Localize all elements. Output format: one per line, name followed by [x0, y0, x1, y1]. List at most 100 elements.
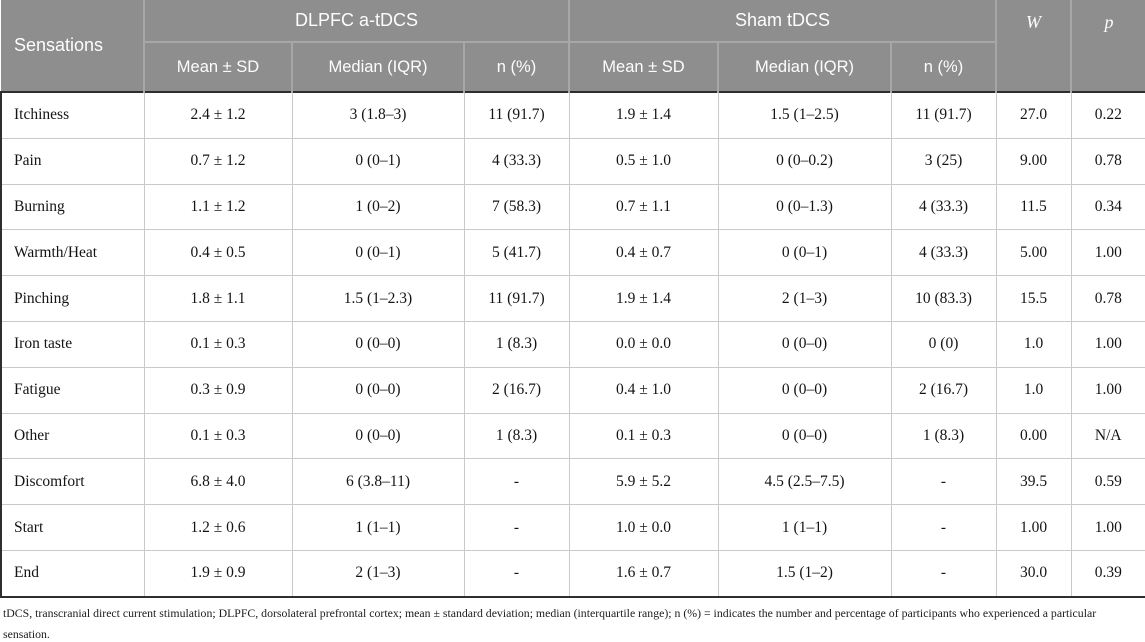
subheader-dlpfc-mean-sd: Mean ± SD — [143, 42, 292, 92]
group-header-sham-tdcs: Sham tDCS — [568, 0, 997, 43]
table-cell: 11 (91.7) — [463, 275, 570, 322]
subheader-sham-mean-sd: Mean ± SD — [568, 42, 719, 92]
subheader-dlpfc-median-iqr: Median (IQR) — [291, 42, 464, 92]
table-cell: 1.5 (1–2) — [717, 549, 892, 598]
table-cell: 0 (0–0) — [291, 320, 465, 368]
table-cell: 0 (0–0) — [717, 366, 892, 414]
table-cell: 0 (0–0.2) — [717, 137, 892, 185]
table-row: Pinching 1.8 ± 1.1 1.5 (1–2.3) 11 (91.7) 1.9… — [0, 275, 1145, 322]
table-cell: 0 (0–1.3) — [717, 183, 892, 231]
table-cell: - — [890, 458, 997, 506]
table-cell: 1.0 — [995, 320, 1072, 368]
subheader-sham-median-iqr: Median (IQR) — [717, 42, 892, 92]
table-row: Other 0.1 ± 0.3 0 (0–0) 1 (8.3) 0.1 ± 0.3 0 (… — [0, 412, 1145, 460]
table-cell: 0.59 — [1070, 458, 1145, 506]
table-cell: 0.78 — [1070, 137, 1145, 185]
column-header-p: p — [1070, 0, 1145, 92]
table-cell: 0.00 — [995, 412, 1072, 460]
table-footnote: tDCS, transcranial direct current stimul… — [3, 605, 1097, 641]
group-header-dlpfc-atdcs: DLPFC a-tDCS — [142, 0, 570, 43]
table-cell: 1.5 (1–2.5) — [717, 90, 892, 139]
table-cell: 7 (58.3) — [463, 183, 570, 231]
table-cell: 1.8 ± 1.1 — [143, 275, 293, 322]
table-cell: 2 (16.7) — [463, 366, 570, 414]
table-cell: 0.1 ± 0.3 — [143, 320, 293, 368]
table-cell: - — [890, 549, 997, 598]
table-cell: 1 (8.3) — [463, 412, 570, 460]
subheader-dlpfc-n-pct: n (%) — [462, 42, 570, 92]
table-cell: 0.1 ± 0.3 — [143, 412, 293, 460]
table-row: Warmth/Heat 0.4 ± 0.5 0 (0–1) 5 (41.7) 0.4 ±… — [0, 229, 1145, 277]
table-cell: 0.1 ± 0.3 — [568, 412, 719, 460]
table-cell: 0.4 ± 0.7 — [568, 229, 719, 277]
table-cell: 3 (1.8–3) — [291, 90, 465, 139]
table-cell: 39.5 — [995, 458, 1072, 506]
table-cell: 0.34 — [1070, 183, 1145, 231]
table-cell: 1.00 — [1070, 504, 1145, 551]
table-cell: 0 (0–0) — [717, 412, 892, 460]
table-cell: 2.4 ± 1.2 — [143, 90, 293, 139]
table-row: Discomfort 6.8 ± 4.0 6 (3.8–11) -5.9 ± 5.2 4… — [0, 458, 1145, 506]
table-cell: 27.0 — [995, 90, 1072, 139]
table-cell: 1.00 — [1070, 229, 1145, 277]
table-cell: 1.00 — [1070, 320, 1145, 368]
table-cell: 11 (91.7) — [463, 90, 570, 139]
table-row: Pain 0.7 ± 1.2 0 (0–1) 4 (33.3) 0.5 ± 1.0 0 (… — [0, 137, 1145, 185]
table-cell: 2 (1–3) — [291, 549, 465, 598]
table-cell: 5 (41.7) — [463, 229, 570, 277]
table-cell: 0 (0–1) — [291, 137, 465, 185]
column-header-w: W — [995, 0, 1072, 92]
sensations-table: Sensations DLPFC a-tDCS Sham tDCS W p Me… — [0, 0, 1145, 598]
table-cell: 1.6 ± 0.7 — [568, 549, 719, 598]
sensation-label: Warmth/Heat — [0, 229, 145, 277]
table-cell: 1 (1–1) — [291, 504, 465, 551]
table-row: Fatigue 0.3 ± 0.9 0 (0–0) 2 (16.7) 0.4 ± 1.0… — [0, 366, 1145, 414]
table-cell: 4 (33.3) — [890, 183, 997, 231]
table-cell: - — [463, 549, 570, 598]
table-body: Itchiness 2.4 ± 1.2 3 (1.8–3) 11 (91.7) 1.9 … — [0, 90, 1145, 598]
sensation-label: End — [0, 549, 145, 598]
sensation-label: Start — [0, 504, 145, 551]
table-cell: 1.9 ± 0.9 — [143, 549, 293, 598]
table-cell: 2 (1–3) — [717, 275, 892, 322]
table-cell: 1 (0–2) — [291, 183, 465, 231]
table-cell: 3 (25) — [890, 137, 997, 185]
table-cell: 6.8 ± 4.0 — [143, 458, 293, 506]
table-cell: 1.9 ± 1.4 — [568, 275, 719, 322]
table-cell: 0 (0–0) — [291, 412, 465, 460]
sensation-label: Other — [0, 412, 145, 460]
table-cell: 1.9 ± 1.4 — [568, 90, 719, 139]
table-cell: 1 (8.3) — [890, 412, 997, 460]
table-cell: 11 (91.7) — [890, 90, 997, 139]
table-cell: - — [463, 504, 570, 551]
subheader-sham-n-pct: n (%) — [890, 42, 997, 92]
table-cell: 2 (16.7) — [890, 366, 997, 414]
sensation-label: Discomfort — [0, 458, 145, 506]
table-cell: 1.00 — [995, 504, 1072, 551]
table-cell: N/A — [1070, 412, 1145, 460]
table-cell: 0.22 — [1070, 90, 1145, 139]
table-cell: 1 (8.3) — [463, 320, 570, 368]
sensation-label: Burning — [0, 183, 145, 231]
table-row: Burning 1.1 ± 1.2 1 (0–2) 7 (58.3) 0.7 ± 1.1… — [0, 183, 1145, 231]
table-cell: 10 (83.3) — [890, 275, 997, 322]
table-cell: 1.00 — [1070, 366, 1145, 414]
table-cell: - — [890, 504, 997, 551]
table-cell: 0.4 ± 0.5 — [143, 229, 293, 277]
table-row: Start 1.2 ± 0.6 1 (1–1) -1.0 ± 0.0 1 (1–1) -1… — [0, 504, 1145, 551]
table-header: Sensations DLPFC a-tDCS Sham tDCS W p Me… — [1, 0, 1145, 92]
table-cell: 1 (1–1) — [717, 504, 892, 551]
sensation-label: Itchiness — [0, 90, 145, 139]
table-row: Iron taste 0.1 ± 0.3 0 (0–0) 1 (8.3) 0.0 ± 0… — [0, 320, 1145, 368]
table-cell: 0 (0) — [890, 320, 997, 368]
table-cell: 1.5 (1–2.3) — [291, 275, 465, 322]
table-cell: 0.0 ± 0.0 — [568, 320, 719, 368]
table-cell: - — [463, 458, 570, 506]
table-cell: 0.3 ± 0.9 — [143, 366, 293, 414]
table-cell: 0 (0–1) — [717, 229, 892, 277]
table-cell: 5.9 ± 5.2 — [568, 458, 719, 506]
table-cell: 30.0 — [995, 549, 1072, 598]
table-cell: 1.0 — [995, 366, 1072, 414]
table-cell: 1.1 ± 1.2 — [143, 183, 293, 231]
sensation-label: Pinching — [0, 275, 145, 322]
